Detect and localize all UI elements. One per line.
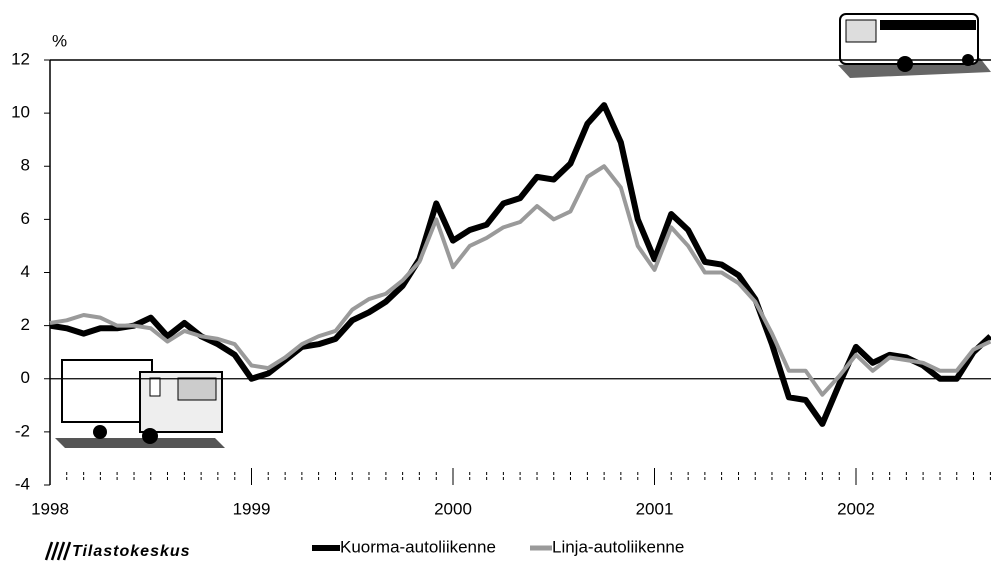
- x-tick-label: 2000: [434, 499, 472, 518]
- y-tick-label: -2: [15, 421, 30, 440]
- y-tick-label: 0: [21, 368, 30, 387]
- y-tick-label: 2: [21, 315, 30, 334]
- y-tick-label: 8: [21, 156, 30, 175]
- y-tick-label: 4: [21, 262, 30, 281]
- series-line: [49, 164, 991, 397]
- logo: Tilastokeskus: [44, 541, 191, 561]
- x-tick-label: 2002: [837, 499, 875, 518]
- logo-text: Tilastokeskus: [72, 543, 191, 560]
- legend-label: Linja-autoliikenne: [552, 537, 684, 556]
- y-tick-label: 12: [11, 49, 30, 68]
- legend-label: Kuorma-autoliikenne: [340, 537, 496, 556]
- x-tick-label: 1999: [233, 499, 271, 518]
- bus-icon: [838, 13, 991, 78]
- legend: Kuorma-autoliikenne Linja-autoliikenne: [312, 537, 684, 556]
- y-tick-label: 10: [11, 103, 30, 122]
- x-tick-label: 1998: [31, 499, 69, 518]
- y-axis-label: %: [52, 31, 67, 50]
- y-tick-label: 6: [21, 209, 30, 228]
- y-tick-label: -4: [15, 474, 30, 493]
- truck-icon: [55, 359, 225, 448]
- x-tick-label: 2001: [636, 499, 674, 518]
